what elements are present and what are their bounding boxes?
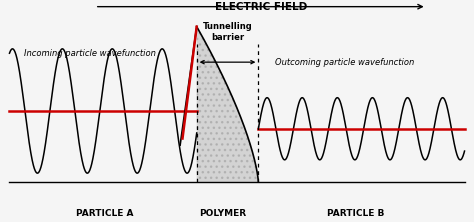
Text: Incoming particle wavefunction: Incoming particle wavefunction [24,49,155,58]
Text: PARTICLE B: PARTICLE B [327,208,384,218]
Text: Outcoming particle wavefunction: Outcoming particle wavefunction [275,58,414,67]
Text: POLYMER: POLYMER [199,208,246,218]
Text: PARTICLE A: PARTICLE A [75,208,133,218]
Text: Tunnelling
barrier: Tunnelling barrier [203,22,252,42]
Text: ELECTRIC FIELD: ELECTRIC FIELD [215,2,307,12]
